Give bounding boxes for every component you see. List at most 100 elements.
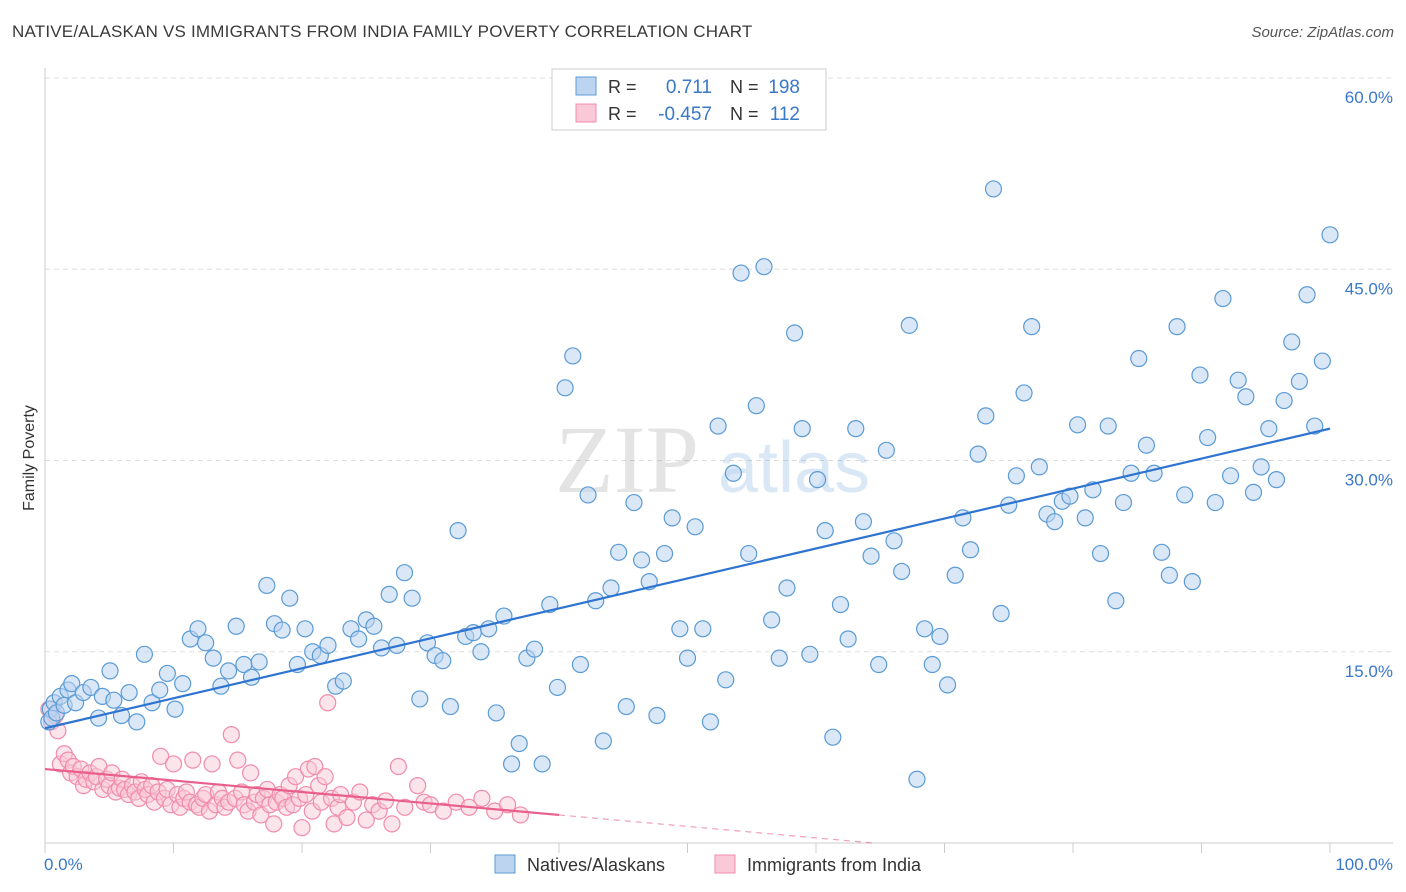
data-point-native — [1214, 289, 1232, 308]
data-point-native — [204, 649, 222, 667]
data-point-native — [525, 640, 544, 658]
data-point-india — [229, 751, 247, 769]
data-point-india — [293, 819, 311, 837]
data-point-native — [1023, 318, 1041, 336]
data-point-native — [174, 675, 192, 693]
trend-line-india — [44, 767, 560, 817]
data-point-native — [434, 652, 452, 670]
data-point-native — [602, 579, 620, 597]
data-point-native — [1107, 592, 1125, 610]
data-point-native — [120, 683, 138, 702]
data-point-native — [350, 630, 368, 648]
data-point-native — [1252, 458, 1270, 476]
y-axis-label: Family Poverty — [21, 405, 38, 511]
data-point-native — [747, 397, 765, 415]
series-legend-swatch-blue — [494, 854, 516, 874]
data-point-india — [357, 811, 375, 829]
data-point-native — [564, 347, 582, 365]
data-point-native — [839, 630, 857, 648]
data-point-native — [449, 522, 467, 540]
data-point-native — [1068, 416, 1087, 434]
data-point-native — [1076, 509, 1094, 527]
data-point-native — [1168, 318, 1186, 336]
data-point-native — [1229, 371, 1247, 389]
x-tick-label-max: 100.0% — [1335, 855, 1393, 874]
data-point-native — [916, 620, 934, 638]
data-point-native — [655, 544, 674, 563]
data-point-native — [571, 655, 590, 674]
watermark-atlas: atlas — [718, 428, 870, 508]
data-point-india — [222, 726, 240, 744]
data-point-native — [250, 653, 268, 671]
data-point-india — [434, 802, 452, 820]
data-point-native — [908, 770, 926, 788]
data-point-native — [801, 645, 819, 663]
legend-swatch-pink — [575, 103, 597, 123]
y-tick-label: 45.0% — [1345, 279, 1393, 298]
series-legend-label-blue: Natives/Alaskans — [527, 855, 665, 875]
data-point-native — [556, 379, 574, 397]
data-point-native — [1283, 333, 1301, 351]
data-point-native — [227, 617, 245, 635]
data-point-native — [854, 513, 873, 531]
data-point-native — [441, 697, 459, 716]
data-point-native — [1260, 420, 1278, 438]
data-point-native — [1321, 226, 1339, 244]
data-point-native — [1306, 417, 1324, 435]
data-point-native — [101, 662, 119, 680]
data-point-native — [1183, 573, 1201, 591]
data-point-native — [281, 589, 299, 607]
data-point-india — [286, 768, 305, 786]
data-point-india — [383, 815, 401, 833]
data-point-native — [610, 543, 628, 561]
data-point-native — [1114, 493, 1133, 512]
legend-n-label-blue: N = — [730, 77, 759, 97]
watermark: ZIP atlas — [555, 406, 870, 513]
trend-line-native — [44, 427, 1331, 730]
data-point-native — [694, 620, 712, 638]
data-point-native — [740, 544, 758, 563]
data-point-native — [678, 649, 697, 667]
data-point-native — [82, 678, 100, 697]
data-point-native — [135, 645, 154, 663]
data-point-india — [389, 757, 407, 776]
data-point-native — [1176, 486, 1194, 504]
data-point-native — [984, 180, 1003, 198]
data-point-india — [203, 755, 221, 773]
data-point-india — [396, 798, 414, 816]
data-point-native — [1313, 352, 1331, 370]
data-point-native — [969, 445, 987, 463]
watermark-zip: ZIP — [555, 406, 699, 513]
data-point-native — [617, 697, 635, 716]
data-point-native — [403, 589, 421, 607]
data-point-native — [273, 621, 291, 639]
series-legend-swatch-pink — [714, 854, 736, 874]
data-point-native — [648, 706, 666, 725]
data-point-native — [151, 681, 169, 699]
data-point-native — [732, 264, 750, 282]
data-point-india — [338, 808, 356, 827]
data-point-india — [499, 796, 517, 814]
legend-r-value-pink: -0.457 — [658, 104, 712, 125]
data-point-native — [663, 509, 681, 527]
series-legend-label-pink: Immigrants from India — [747, 855, 922, 875]
data-point-india — [164, 755, 183, 773]
legend-n-value-blue: 198 — [768, 77, 800, 98]
data-point-native — [1160, 566, 1178, 584]
data-point-native — [686, 518, 704, 536]
data-point-native — [755, 258, 773, 276]
data-point-native — [946, 566, 964, 584]
data-point-native — [1030, 458, 1048, 476]
series-legend: Natives/Alaskans Immigrants from India — [494, 854, 922, 875]
source-label: Source: ZipAtlas.com — [1251, 24, 1394, 41]
data-point-native — [380, 585, 398, 603]
data-point-native — [763, 611, 781, 629]
data-point-native — [923, 655, 941, 674]
data-point-native — [296, 620, 314, 638]
data-point-native — [510, 734, 528, 753]
data-point-india — [316, 768, 334, 786]
data-point-native — [893, 562, 911, 581]
data-point-native — [166, 700, 184, 718]
legend-r-value-blue: 0.711 — [666, 77, 712, 98]
data-point-native — [1275, 391, 1293, 410]
